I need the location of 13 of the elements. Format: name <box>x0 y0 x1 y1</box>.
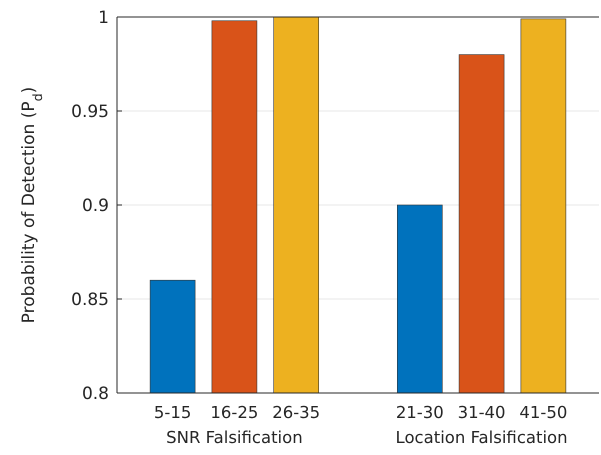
y-tick-label: 0.9 <box>82 196 109 216</box>
x-tick-label: 41-50 <box>519 403 568 422</box>
y-tick-label: 1 <box>98 8 109 28</box>
y-tick-label: 0.85 <box>71 290 109 310</box>
y-tick-label: 0.95 <box>71 102 109 122</box>
x-tick-label: 21-30 <box>396 403 444 422</box>
x-tick-label: 31-40 <box>458 403 506 422</box>
y-tick-label: 0.8 <box>82 384 109 404</box>
text: Location Falsification <box>396 428 568 447</box>
x-tick-label: 5-15 <box>154 403 192 422</box>
x-tick-label: 26-35 <box>272 403 320 422</box>
text: SNR Falsification <box>166 428 303 447</box>
x-tick-label: 16-25 <box>210 403 258 422</box>
